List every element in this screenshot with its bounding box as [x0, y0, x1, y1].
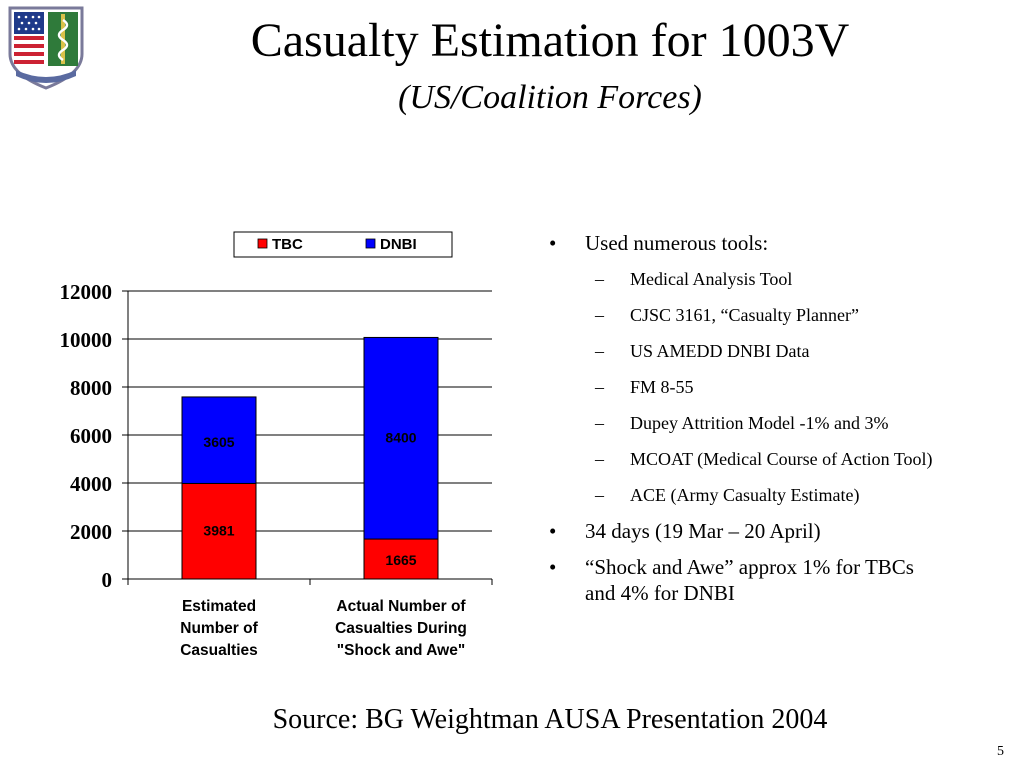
- y-tick-label: 4000: [70, 472, 112, 496]
- x-category-label: Casualties: [180, 642, 258, 659]
- slide-subtitle: (US/Coalition Forces): [398, 79, 702, 116]
- sub-bullet-tool: – US AMEDD DNBI Data: [595, 341, 810, 361]
- y-tick-label: 6000: [70, 424, 112, 448]
- data-label: 8400: [385, 429, 416, 445]
- x-category-label: Number of: [180, 620, 258, 637]
- army-medical-logo-icon: [8, 6, 84, 90]
- sub-bullet-tool: – MCOAT (Medical Course of Action Tool): [595, 449, 933, 469]
- y-tick-label: 2000: [70, 520, 112, 544]
- data-label: 3605: [203, 434, 234, 450]
- bar-tbc-0: [181, 482, 257, 580]
- data-label: 1665: [385, 552, 416, 568]
- y-tick-label: 12000: [60, 280, 113, 304]
- sub-bullet-tool: – Dupey Attrition Model -1% and 3%: [595, 413, 889, 433]
- y-tick-label: 0: [102, 568, 113, 592]
- legend-label-dnbi: DNBI: [380, 236, 417, 253]
- bar-dnbi-1: [363, 336, 439, 540]
- legend-box: [233, 231, 453, 258]
- bar-dnbi-0: [181, 396, 257, 484]
- slide-title: Casualty Estimation for 1003V: [250, 14, 850, 67]
- source-citation: Source: BG Weightman AUSA Presentation 2…: [272, 704, 828, 735]
- y-tick-label: 8000: [70, 376, 112, 400]
- y-tick-label: 10000: [60, 328, 113, 352]
- legend-swatch-dnbi: [365, 238, 376, 249]
- casualty-stacked-bar-chart: 0 2000 4000 6000 8000 10000 12000 3981 3605 Estim…: [60, 231, 493, 659]
- bullet-days: • 34 days (19 Mar – 20 April): [549, 519, 821, 543]
- x-category-label: Estimated: [182, 598, 256, 615]
- legend-label-tbc: TBC: [272, 236, 303, 253]
- x-category-label: Actual Number of: [336, 598, 466, 615]
- sub-bullet-tool: – FM 8-55: [595, 377, 694, 397]
- sub-bullet-tool: – CJSC 3161, “Casualty Planner”: [595, 305, 859, 325]
- legend-swatch-tbc: [257, 238, 268, 249]
- data-label: 3981: [203, 522, 234, 538]
- bullet-tools: • Used numerous tools:: [549, 231, 769, 255]
- x-category-label: Casualties During: [335, 620, 467, 637]
- bullet-shock-and-awe: • “Shock and Awe” approx 1% for TBCs and…: [549, 555, 914, 605]
- page-number: 5: [997, 744, 1004, 759]
- bullet-list: • Used numerous tools: – Medical Analysis…: [545, 230, 935, 616]
- sub-bullet-tool: – Medical Analysis Tool: [595, 269, 793, 289]
- x-category-label: "Shock and Awe": [337, 642, 465, 659]
- sub-bullet-tool: – ACE (Army Casualty Estimate): [595, 485, 860, 505]
